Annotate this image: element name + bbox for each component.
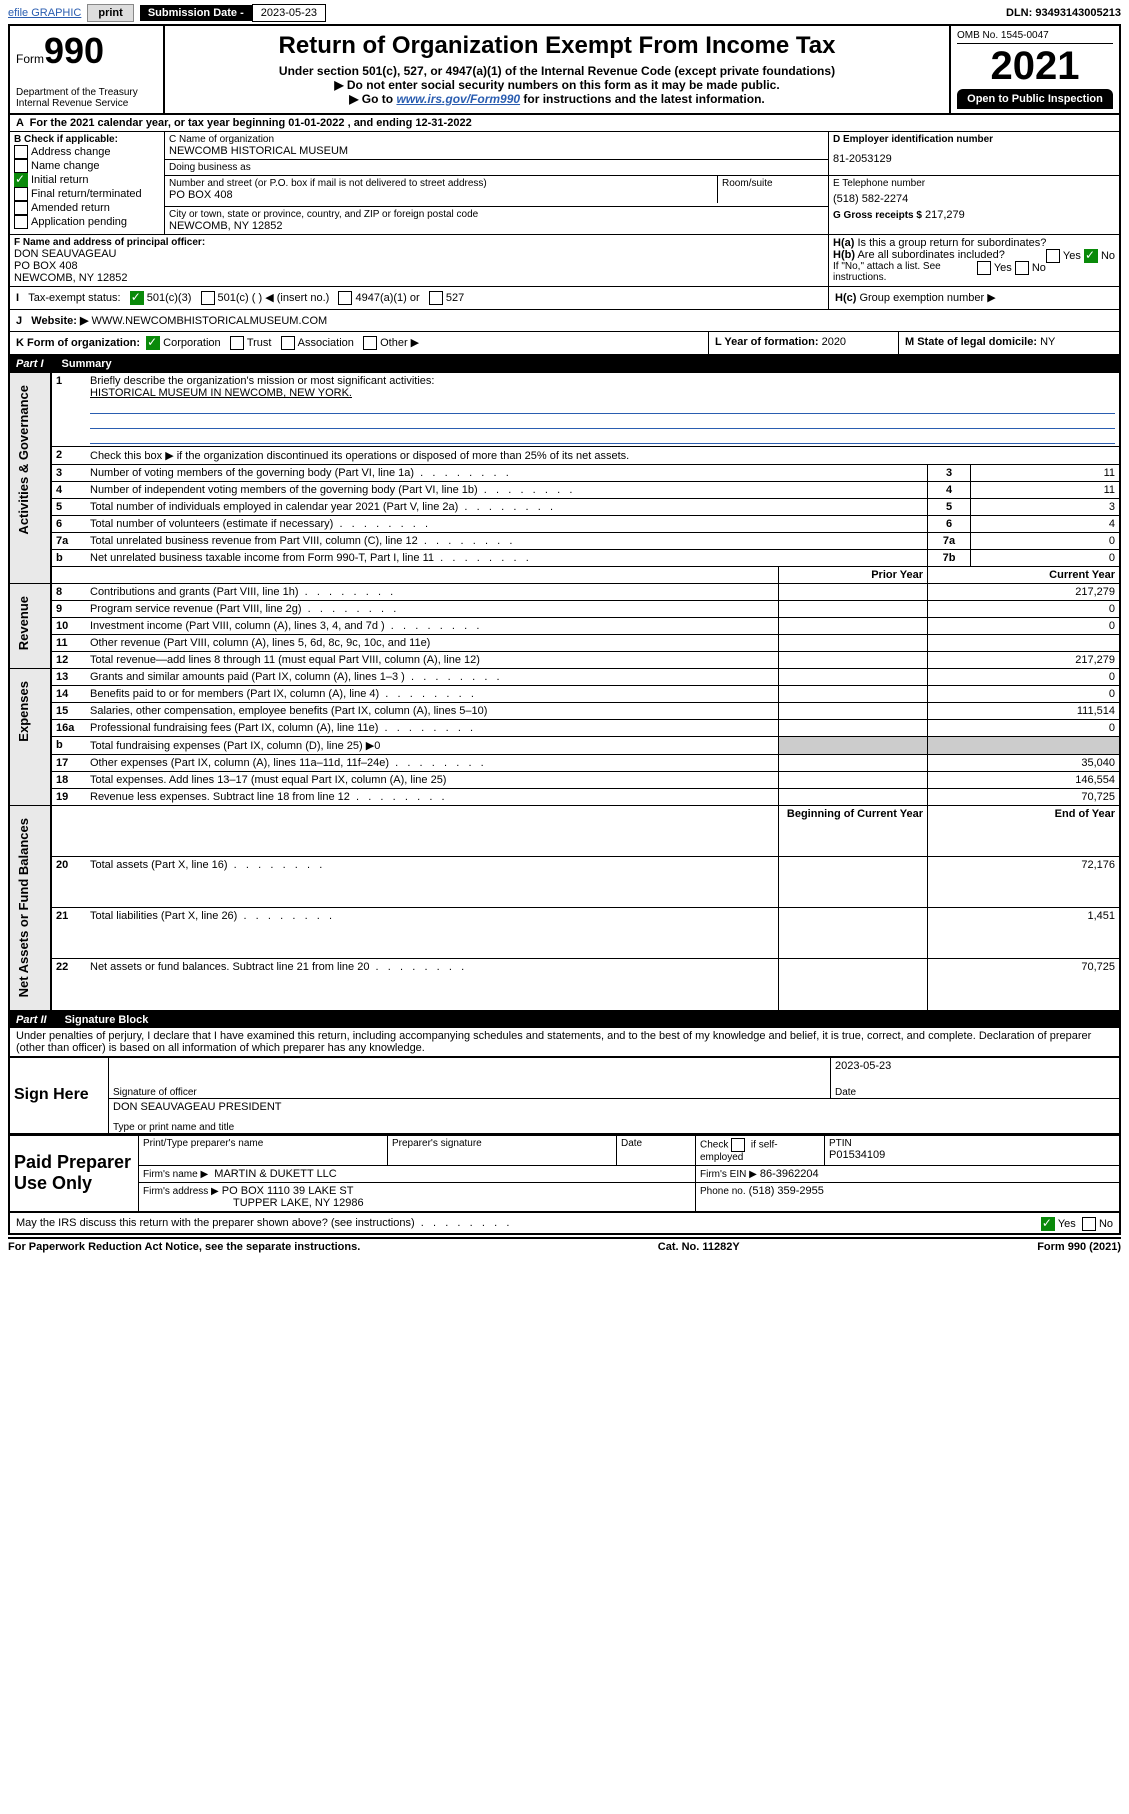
firm-addr1: PO BOX 1110 39 LAKE ST <box>222 1185 354 1197</box>
section-m: M State of legal domicile: NY <box>899 332 1119 354</box>
section-f-label: F Name and address of principal officer: <box>14 237 824 248</box>
ptin-value: P01534109 <box>829 1149 1115 1161</box>
form-subtitle: Under section 501(c), 527, or 4947(a)(1)… <box>171 64 943 78</box>
section-b-title: B Check if applicable: <box>14 134 160 145</box>
side-revenue: Revenue <box>14 586 33 660</box>
chk-amended-return[interactable]: Amended return <box>14 201 160 215</box>
h-a: H(a) Is this a group return for subordin… <box>833 237 1115 249</box>
paid-preparer-label: Paid Preparer Use Only <box>9 1135 139 1212</box>
section-i: I Tax-exempt status: 501(c)(3) 501(c) ( … <box>10 287 829 309</box>
mission-text: HISTORICAL MUSEUM IN NEWCOMB, NEW YORK. <box>90 387 352 399</box>
form-note-ssn: ▶ Do not enter social security numbers o… <box>171 78 943 92</box>
firm-addr2: TUPPER LAKE, NY 12986 <box>233 1197 364 1209</box>
city-value: NEWCOMB, NY 12852 <box>169 220 824 232</box>
section-g-label: G Gross receipts $ <box>833 210 922 221</box>
sign-here-table: Sign Here Signature of officer 2023-05-2… <box>8 1056 1121 1135</box>
section-k: K Form of organization: Corporation Trus… <box>10 332 709 354</box>
penalties-text: Under penalties of perjury, I declare th… <box>8 1028 1121 1056</box>
chk-name-change[interactable]: Name change <box>14 159 160 173</box>
submission-date: Submission Date - 2023-05-23 <box>140 4 326 22</box>
chk-application-pending[interactable]: Application pending <box>14 215 160 229</box>
part1-table: Activities & Governance 1 Briefly descri… <box>8 372 1121 1011</box>
section-j: J Website: ▶ WWW.NEWCOMBHISTORICALMUSEUM… <box>8 310 1121 332</box>
sig-date: 2023-05-23 <box>835 1060 1115 1072</box>
room-suite-label: Room/suite <box>718 176 828 203</box>
firm-name: MARTIN & DUKETT LLC <box>214 1168 336 1180</box>
firm-phone: (518) 359-2955 <box>749 1185 824 1197</box>
section-c-label: C Name of organization <box>169 134 824 145</box>
org-name: NEWCOMB HISTORICAL MUSEUM <box>169 145 824 157</box>
side-net-assets: Net Assets or Fund Balances <box>14 808 33 1007</box>
officer-city: NEWCOMB, NY 12852 <box>14 272 824 284</box>
open-to-public: Open to Public Inspection <box>957 89 1113 109</box>
chk-final-return[interactable]: Final return/terminated <box>14 187 160 201</box>
city-label: City or town, state or province, country… <box>169 209 824 220</box>
form-header: Form990 Department of the Treasury Inter… <box>8 26 1121 115</box>
firm-ein: 86-3962204 <box>760 1168 819 1180</box>
officer-street: PO BOX 408 <box>14 260 824 272</box>
addr-value: PO BOX 408 <box>169 189 713 201</box>
part2-header: Part IISignature Block <box>8 1012 1121 1028</box>
officer-typed-name: DON SEAUVAGEAU PRESIDENT <box>113 1101 1115 1113</box>
form-title: Return of Organization Exempt From Incom… <box>171 32 943 60</box>
discuss-row: May the IRS discuss this return with the… <box>8 1213 1121 1235</box>
gross-receipts-value: 217,279 <box>925 209 965 221</box>
section-a: A For the 2021 calendar year, or tax yea… <box>8 115 1121 132</box>
side-expenses: Expenses <box>14 671 33 752</box>
sign-here-label: Sign Here <box>9 1057 109 1134</box>
page-footer: For Paperwork Reduction Act Notice, see … <box>8 1237 1121 1253</box>
h-b-note: If "No," attach a list. See instructions… <box>833 261 1115 283</box>
paid-preparer-table: Paid Preparer Use Only Print/Type prepar… <box>8 1135 1121 1213</box>
chk-initial-return[interactable]: Initial return <box>14 173 160 187</box>
dln: DLN: 93493143005213 <box>1006 7 1121 19</box>
omb-number: OMB No. 1545-0047 <box>957 30 1113 44</box>
section-l: L Year of formation: 2020 <box>709 332 899 354</box>
telephone-value: (518) 582-2274 <box>833 193 1115 205</box>
section-d-label: D Employer identification number <box>833 134 1115 145</box>
efile-link[interactable]: efile GRAPHIC <box>8 7 81 19</box>
h-c: H(c) Group exemption number ▶ <box>829 287 1119 309</box>
print-button[interactable]: print <box>87 4 133 22</box>
addr-label: Number and street (or P.O. box if mail i… <box>169 178 713 189</box>
section-e-label: E Telephone number <box>833 178 1115 189</box>
top-bar: efile GRAPHIC print Submission Date - 20… <box>8 4 1121 26</box>
side-activities: Activities & Governance <box>14 375 33 545</box>
dept-label: Department of the Treasury <box>16 87 157 98</box>
part1-header: Part ISummary <box>8 356 1121 372</box>
dba-label: Doing business as <box>169 162 824 173</box>
irs-link[interactable]: www.irs.gov/Form990 <box>396 92 520 106</box>
form-number: Form990 <box>16 30 157 72</box>
ein-value: 81-2053129 <box>833 153 1115 165</box>
officer-name: DON SEAUVAGEAU <box>14 248 824 260</box>
form-goto: ▶ Go to www.irs.gov/Form990 for instruct… <box>171 92 943 106</box>
tax-year: 2021 <box>957 44 1113 89</box>
chk-address-change[interactable]: Address change <box>14 145 160 159</box>
irs-label: Internal Revenue Service <box>16 98 157 109</box>
